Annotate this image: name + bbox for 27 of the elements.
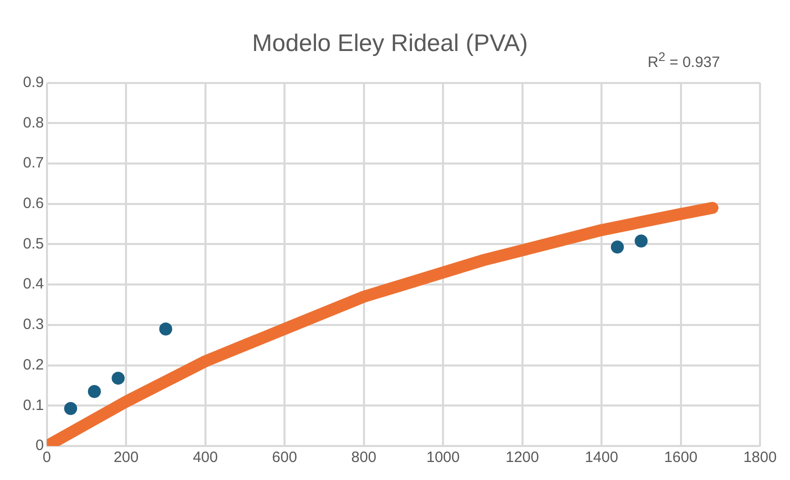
y-tick-label: 0.3 bbox=[22, 316, 44, 334]
x-tick-label: 400 bbox=[192, 449, 218, 466]
point bbox=[112, 372, 125, 385]
y-tick-label: 0.8 bbox=[22, 114, 44, 132]
point bbox=[610, 240, 624, 254]
point bbox=[88, 385, 101, 398]
x-tick-label: 200 bbox=[114, 449, 139, 466]
x-tick-label: 1400 bbox=[584, 449, 618, 466]
x-tick-label: 800 bbox=[351, 449, 376, 466]
text: R$^{2}$ = 0.937 bbox=[648, 50, 720, 71]
x-tick-label: 1800 bbox=[743, 449, 777, 466]
y-tick-label: 0 bbox=[36, 437, 44, 454]
y-tick-label: 0.1 bbox=[22, 396, 44, 414]
y-tick-label: 0.9 bbox=[22, 74, 44, 91]
y-tick-label: 0.4 bbox=[22, 276, 44, 293]
y-tick-label: 0.7 bbox=[22, 154, 44, 172]
y-tick-label: 0.2 bbox=[22, 356, 44, 374]
point bbox=[64, 402, 78, 415]
x-tick-label: 1600 bbox=[664, 449, 698, 466]
y-tick-label: 0.6 bbox=[22, 195, 44, 212]
x-tick-label: 600 bbox=[272, 449, 298, 466]
x-tick-label: 1200 bbox=[506, 449, 539, 466]
chart-title: Modelo Eley Rideal (PVA) bbox=[252, 30, 528, 58]
point bbox=[634, 234, 648, 248]
point bbox=[159, 322, 172, 336]
x-tick-label: 1000 bbox=[426, 449, 460, 466]
y-tick-label: 0.5 bbox=[22, 235, 44, 252]
